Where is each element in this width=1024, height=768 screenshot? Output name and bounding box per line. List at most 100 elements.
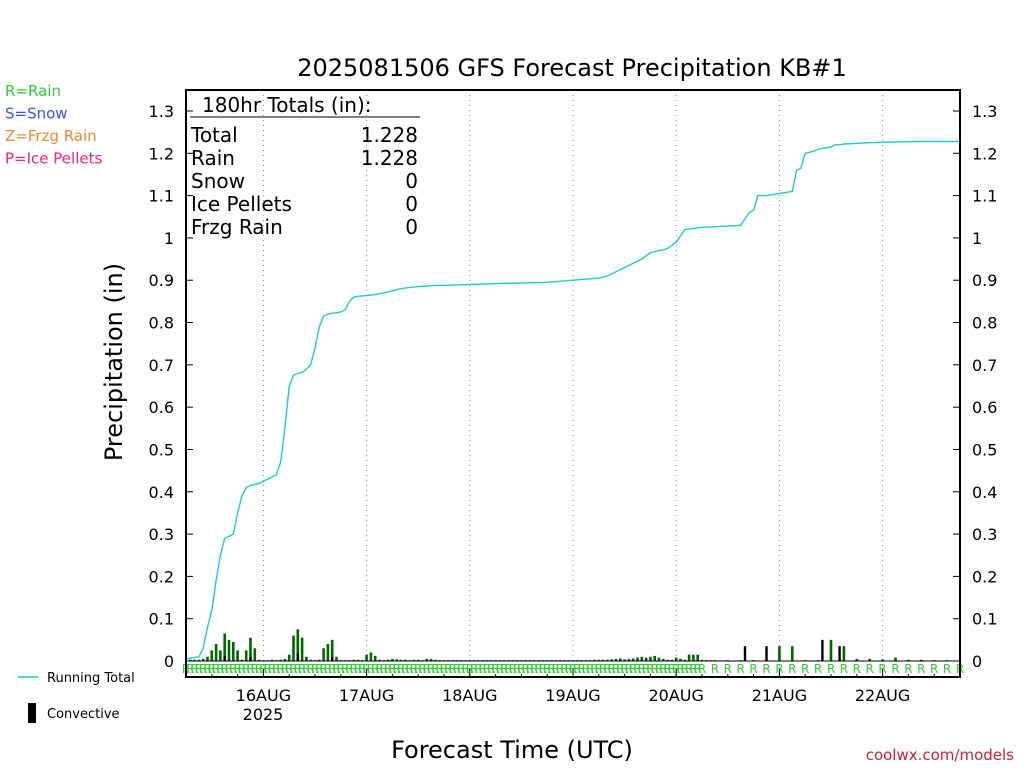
precip-bar bbox=[257, 659, 261, 661]
ptype-mark: R bbox=[904, 662, 912, 676]
ptype-mark: R bbox=[190, 662, 198, 676]
ptype-mark: R bbox=[560, 662, 568, 676]
y-tick-label: 0.2 bbox=[149, 567, 174, 586]
ptype-mark: R bbox=[547, 662, 555, 676]
ptype-mark: R bbox=[315, 662, 323, 676]
precip-bar bbox=[249, 637, 252, 661]
totals-row-value: 0 bbox=[405, 192, 418, 216]
ptype-mark: R bbox=[371, 662, 379, 676]
ptype-mark: R bbox=[556, 662, 564, 676]
y-tick-label-right: 0.8 bbox=[972, 314, 997, 333]
precip-bar bbox=[829, 639, 833, 661]
ptype-mark: R bbox=[801, 662, 809, 676]
ptype-mark: R bbox=[590, 662, 598, 676]
y-tick-label-right: 0 bbox=[972, 652, 982, 671]
ptype-mark: R bbox=[586, 662, 594, 676]
convective-legend-swatch bbox=[28, 703, 36, 723]
ptype-mark: R bbox=[307, 662, 315, 676]
day-gridlines bbox=[262, 90, 884, 677]
y-tick-label: 0.7 bbox=[149, 356, 174, 375]
ptype-mark: R bbox=[724, 662, 732, 676]
credit-text: coolwx.com/models bbox=[866, 746, 1014, 764]
ptype-mark: R bbox=[401, 662, 409, 676]
precip-bar bbox=[657, 657, 661, 661]
precip-bar bbox=[778, 646, 781, 661]
ptype-mark: R bbox=[186, 662, 194, 676]
y-axis-right: 0 0.1 0.2 0.3 0.4 0.5 0.6 0.7 0.8 0.9 1 1.1 1.2 1.3 bbox=[953, 102, 997, 671]
ptype-mark: R bbox=[646, 662, 654, 676]
ptype-mark: R bbox=[629, 662, 637, 676]
precip-bar bbox=[434, 659, 437, 661]
precip-bar bbox=[907, 659, 910, 661]
ptype-mark: R bbox=[509, 662, 517, 676]
precip-bars bbox=[189, 629, 962, 661]
ptype-mark: R bbox=[405, 662, 413, 676]
ptype-mark: R bbox=[943, 662, 951, 676]
ptype-mark: R bbox=[608, 662, 616, 676]
ptype-mark: R bbox=[410, 662, 418, 676]
ptype-mark: R bbox=[427, 662, 435, 676]
precip-bar bbox=[666, 659, 669, 661]
precip-bar bbox=[391, 658, 394, 661]
ptype-mark: R bbox=[552, 662, 560, 676]
ptype-mark: R bbox=[698, 662, 706, 676]
ptype-mark: R bbox=[367, 662, 375, 676]
ptype-mark: R bbox=[749, 662, 757, 676]
convective-bar bbox=[296, 653, 299, 661]
precip-bar bbox=[593, 659, 596, 661]
ptype-mark: R bbox=[487, 662, 495, 676]
precip-bar bbox=[227, 639, 231, 661]
totals-row-value: 0 bbox=[405, 169, 418, 193]
precip-bar bbox=[193, 659, 196, 661]
ptype-mark: R bbox=[663, 662, 671, 676]
ptype-mark: R bbox=[264, 662, 272, 676]
series-legend: Running Total Convective bbox=[18, 671, 135, 723]
convective-legend-label: Convective bbox=[47, 707, 120, 722]
y-tick-label: 1.1 bbox=[149, 187, 174, 206]
precip-bar bbox=[692, 654, 695, 661]
precip-bar bbox=[378, 659, 381, 661]
ptype-mark: R bbox=[431, 662, 439, 676]
precip-bar bbox=[244, 650, 248, 661]
precip-bar bbox=[429, 658, 433, 661]
precip-bar bbox=[696, 654, 699, 661]
y-axis-title: Precipitation (in) bbox=[100, 263, 128, 461]
precip-bar bbox=[920, 659, 923, 661]
precip-bar bbox=[210, 650, 214, 661]
y-tick-label: 0.5 bbox=[149, 440, 174, 459]
y-tick-label-right: 1.2 bbox=[972, 144, 997, 163]
totals-row-label: Ice Pellets bbox=[191, 192, 292, 216]
x-tick-label: 18AUG bbox=[442, 686, 497, 705]
y-tick-label-right: 1 bbox=[972, 229, 982, 248]
ptype-mark: R bbox=[319, 662, 327, 676]
convective-bar bbox=[821, 639, 824, 661]
y-tick-label-right: 0.7 bbox=[972, 356, 997, 375]
convective-bar bbox=[223, 655, 226, 661]
ptype-mark: R bbox=[337, 662, 345, 676]
precip-bar bbox=[219, 650, 222, 661]
x-tick-label: 20AUG bbox=[648, 686, 703, 705]
ptype-mark: R bbox=[285, 662, 293, 676]
ptype-mark: R bbox=[762, 662, 770, 676]
ptype-mark: R bbox=[388, 662, 396, 676]
ptype-mark: R bbox=[276, 662, 284, 676]
precip-bar bbox=[236, 650, 239, 661]
precip-bar bbox=[197, 659, 201, 661]
ptype-mark: R bbox=[840, 662, 848, 676]
ptype-mark: R bbox=[620, 662, 628, 676]
x-tick-label: 21AUG bbox=[752, 686, 807, 705]
ptype-mark: R bbox=[633, 662, 641, 676]
ptype-mark: R bbox=[328, 662, 336, 676]
ptype-mark: R bbox=[238, 662, 246, 676]
x-tick-label: 16AUG bbox=[236, 686, 291, 705]
ptype-mark: R bbox=[345, 662, 353, 676]
ptype-mark: R bbox=[440, 662, 448, 676]
precip-bar bbox=[416, 659, 420, 661]
totals-rows: Total 1.228 Rain 1.228 Snow 0 Ice Pellets 0 Frzg… bbox=[190, 123, 418, 239]
y-tick-label-right: 1.3 bbox=[972, 102, 997, 121]
precip-bar bbox=[868, 658, 871, 661]
ptype-mark: R bbox=[289, 662, 297, 676]
precip-bar bbox=[352, 659, 355, 661]
y-tick-label: 1.2 bbox=[149, 144, 174, 163]
x-tick-label: 19AUG bbox=[545, 686, 600, 705]
